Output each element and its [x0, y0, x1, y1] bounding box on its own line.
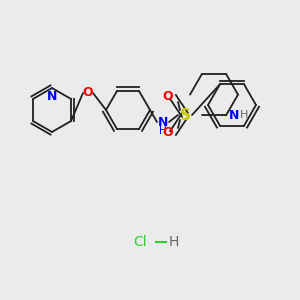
Text: N: N	[229, 109, 239, 122]
Text: H: H	[169, 235, 179, 249]
Text: O: O	[83, 86, 93, 100]
Text: O: O	[163, 127, 173, 140]
Text: N: N	[158, 116, 168, 128]
Text: Cl: Cl	[133, 235, 147, 249]
Text: O: O	[163, 91, 173, 103]
Text: S: S	[179, 107, 191, 122]
Text: H: H	[159, 126, 167, 136]
Text: N: N	[47, 89, 57, 103]
Text: H: H	[240, 110, 248, 120]
